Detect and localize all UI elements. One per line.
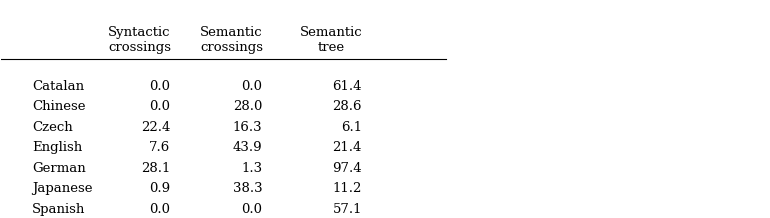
Text: 57.1: 57.1: [333, 203, 362, 216]
Text: 38.3: 38.3: [233, 182, 263, 195]
Text: 43.9: 43.9: [233, 141, 263, 154]
Text: 16.3: 16.3: [233, 121, 263, 134]
Text: Catalan: Catalan: [32, 80, 84, 92]
Text: 22.4: 22.4: [141, 121, 170, 134]
Text: Chinese: Chinese: [32, 100, 85, 113]
Text: Semantic
crossings: Semantic crossings: [200, 26, 263, 54]
Text: 28.6: 28.6: [333, 100, 362, 113]
Text: 28.1: 28.1: [141, 162, 170, 175]
Text: 28.0: 28.0: [233, 100, 263, 113]
Text: 0.0: 0.0: [149, 100, 170, 113]
Text: 97.4: 97.4: [333, 162, 362, 175]
Text: 6.1: 6.1: [341, 121, 362, 134]
Text: 0.9: 0.9: [149, 182, 170, 195]
Text: Semantic
tree: Semantic tree: [300, 26, 363, 54]
Text: Syntactic
crossings: Syntactic crossings: [108, 26, 171, 54]
Text: English: English: [32, 141, 82, 154]
Text: 0.0: 0.0: [149, 203, 170, 216]
Text: Japanese: Japanese: [32, 182, 92, 195]
Text: 7.6: 7.6: [149, 141, 170, 154]
Text: Czech: Czech: [32, 121, 73, 134]
Text: Spanish: Spanish: [32, 203, 85, 216]
Text: 11.2: 11.2: [333, 182, 362, 195]
Text: 61.4: 61.4: [333, 80, 362, 92]
Text: German: German: [32, 162, 85, 175]
Text: 0.0: 0.0: [241, 80, 263, 92]
Text: 0.0: 0.0: [241, 203, 263, 216]
Text: 0.0: 0.0: [149, 80, 170, 92]
Text: 1.3: 1.3: [241, 162, 263, 175]
Text: 21.4: 21.4: [333, 141, 362, 154]
